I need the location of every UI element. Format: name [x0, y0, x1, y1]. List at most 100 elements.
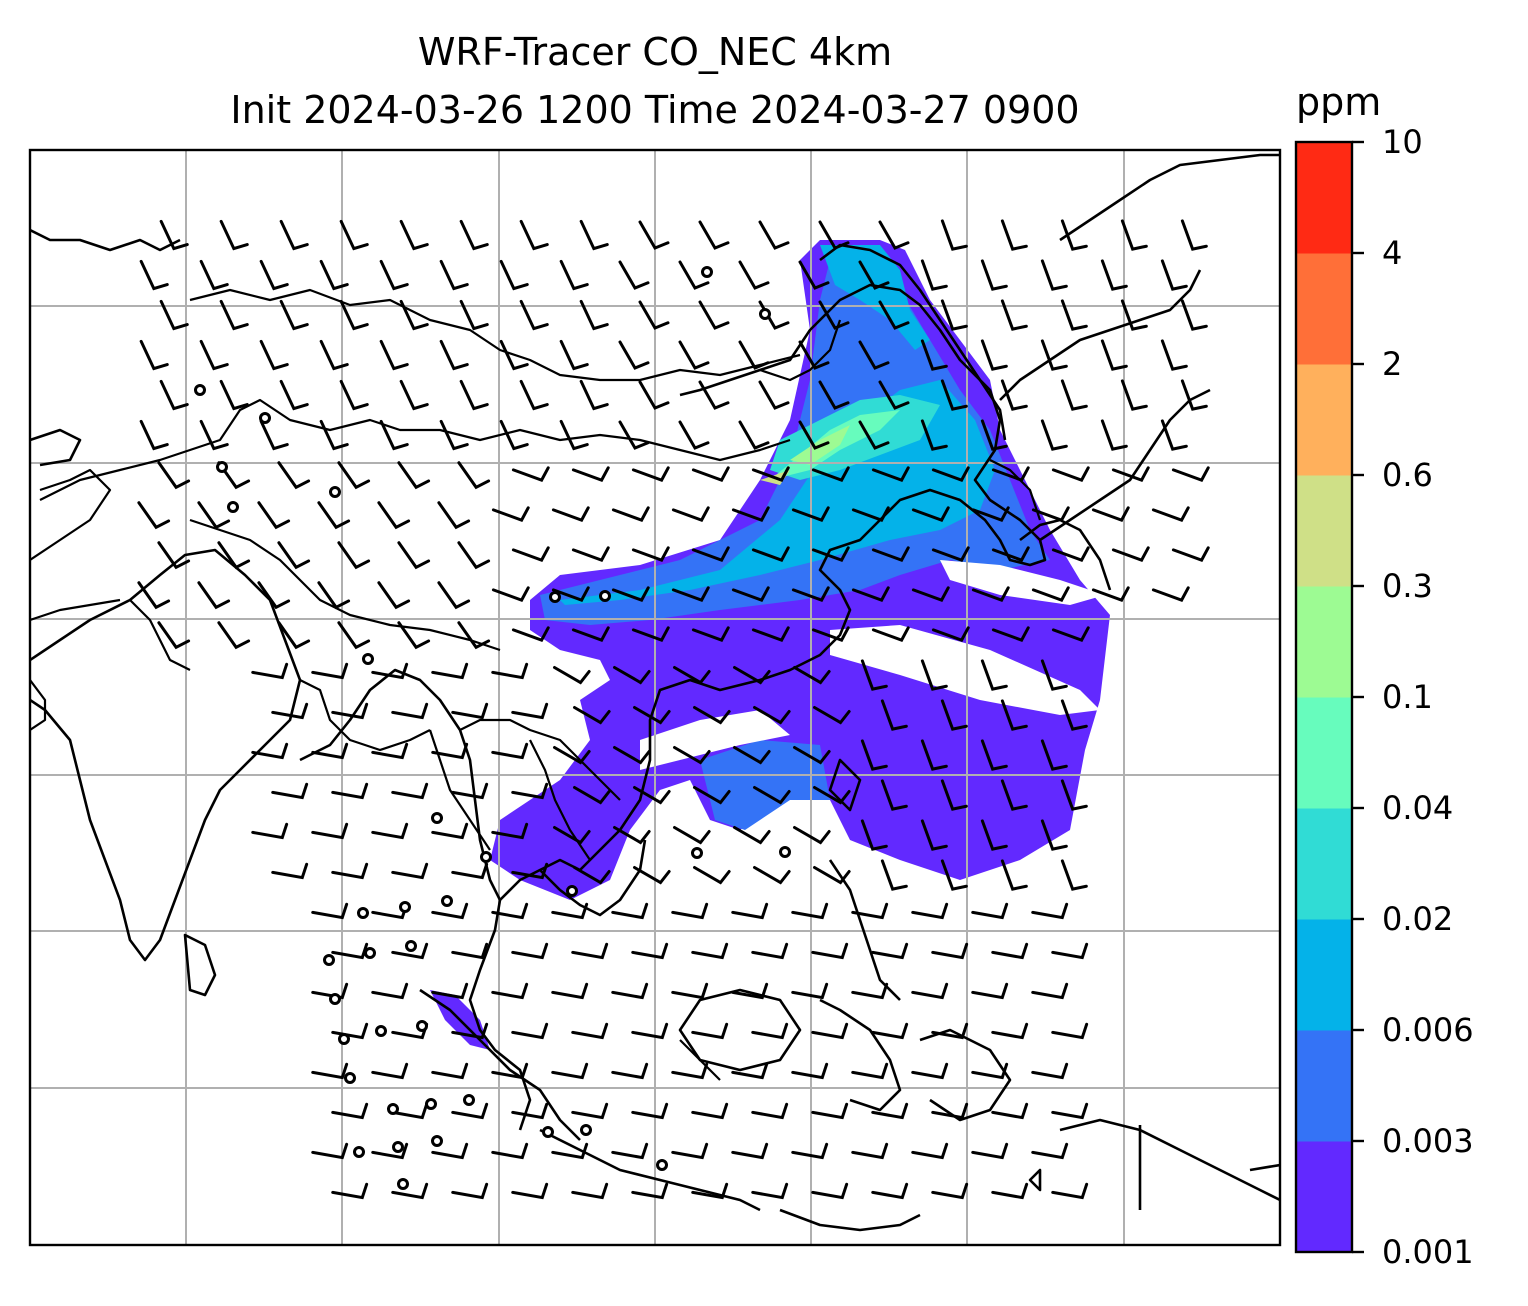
colorbar-tick-label: 0.1	[1382, 678, 1433, 716]
wind-barb	[751, 1182, 789, 1200]
wind-barb	[439, 339, 469, 371]
wind-barb	[1000, 779, 1028, 811]
wind-barb	[491, 662, 529, 680]
wind-barb	[1000, 299, 1028, 331]
map-title-line1: WRF-Tracer CO_NEC 4km	[417, 30, 893, 74]
wind-barb	[1051, 626, 1090, 642]
wind-barb	[511, 626, 550, 642]
wind-barb	[871, 1102, 909, 1120]
wind-barb	[259, 419, 289, 451]
wind-barb	[911, 1142, 949, 1160]
wind-barb	[397, 621, 431, 650]
wind-barb	[851, 1062, 889, 1080]
colorbar-tick-label: 0.3	[1382, 567, 1433, 605]
wind-barb	[317, 501, 351, 530]
wind-barb	[818, 300, 850, 330]
wind-barb	[811, 1102, 849, 1120]
wind-barb	[878, 380, 910, 410]
wind-barb	[638, 380, 670, 410]
wind-barb	[399, 299, 429, 331]
wind-barb	[758, 380, 790, 410]
wind-barb	[751, 546, 790, 562]
wind-barb	[379, 339, 409, 371]
wind-barb	[331, 942, 369, 960]
wind-barb	[920, 739, 948, 771]
wind-barb	[638, 300, 670, 330]
wind-barb	[571, 546, 610, 562]
calm-wind-marker	[375, 1025, 387, 1037]
wind-barb	[439, 259, 469, 291]
wind-barb	[491, 982, 529, 1000]
calm-wind-marker	[323, 954, 335, 966]
wind-barb	[511, 1102, 549, 1120]
wind-barb	[991, 546, 1030, 562]
wind-barb	[731, 586, 770, 602]
colorbar-tick-label: 0.006	[1382, 1011, 1474, 1049]
colorbar-tick-label: 0.02	[1382, 900, 1454, 938]
wind-barb	[793, 666, 831, 685]
wind-barb	[991, 626, 1030, 642]
calm-wind-marker	[259, 412, 271, 424]
wind-barb	[459, 219, 489, 251]
calm-wind-marker	[416, 1020, 428, 1032]
wind-barb	[551, 982, 589, 1000]
calm-wind-marker	[463, 1094, 475, 1106]
calm-wind-marker	[329, 993, 341, 1005]
wind-barb	[491, 586, 530, 602]
wind-barb	[880, 779, 908, 811]
wind-barb	[631, 942, 669, 960]
wind-barb	[940, 219, 968, 251]
wind-barb	[199, 339, 229, 371]
wind-barb	[611, 586, 650, 602]
wind-barb	[459, 299, 489, 331]
wind-barb	[371, 982, 409, 1000]
wind-barb	[331, 1182, 369, 1200]
wind-barb	[940, 859, 968, 891]
wind-barb	[499, 339, 529, 371]
wind-barb	[691, 942, 729, 960]
wind-barb	[618, 260, 650, 290]
wind-barb	[457, 541, 491, 570]
wind-barb	[491, 822, 529, 840]
wind-barb	[371, 1062, 409, 1080]
wind-barb	[157, 541, 191, 570]
wind-barb	[311, 742, 349, 760]
wind-barb	[311, 822, 349, 840]
wind-barb	[1060, 379, 1088, 411]
wind-barb	[197, 581, 231, 610]
wind-barb	[940, 299, 968, 331]
wind-barb	[751, 466, 790, 482]
wind-barb	[691, 1102, 729, 1120]
wind-barb	[878, 220, 910, 250]
wind-barb	[851, 902, 889, 920]
map-area	[30, 150, 1280, 1245]
wind-barb	[931, 466, 970, 482]
wind-barb	[1060, 779, 1088, 811]
wind-barb	[311, 662, 349, 680]
wind-barb	[431, 822, 469, 840]
wind-barb	[451, 702, 489, 720]
wind-barb	[751, 1102, 789, 1120]
wind-barb	[671, 982, 709, 1000]
wind-barb	[1040, 819, 1068, 851]
wind-barb	[1100, 419, 1128, 451]
wind-barb	[1180, 379, 1208, 411]
wind-barb	[633, 866, 671, 885]
wind-barb	[753, 706, 791, 725]
wind-barb	[931, 1182, 969, 1200]
wind-barb	[791, 586, 830, 602]
wind-barb	[559, 259, 589, 291]
calm-wind-marker	[392, 1141, 404, 1153]
wind-barb	[1060, 699, 1088, 731]
wind-barb	[738, 260, 770, 290]
wind-barb	[371, 662, 409, 680]
calm-wind-marker	[431, 1135, 443, 1147]
wind-barb	[399, 379, 429, 411]
wind-barb	[1040, 659, 1068, 691]
wind-barb	[1040, 339, 1068, 371]
wind-barb	[1160, 259, 1188, 291]
wind-barb	[920, 259, 948, 291]
wind-barb	[319, 419, 349, 451]
wind-barb	[319, 339, 349, 371]
wind-barb	[791, 1062, 829, 1080]
